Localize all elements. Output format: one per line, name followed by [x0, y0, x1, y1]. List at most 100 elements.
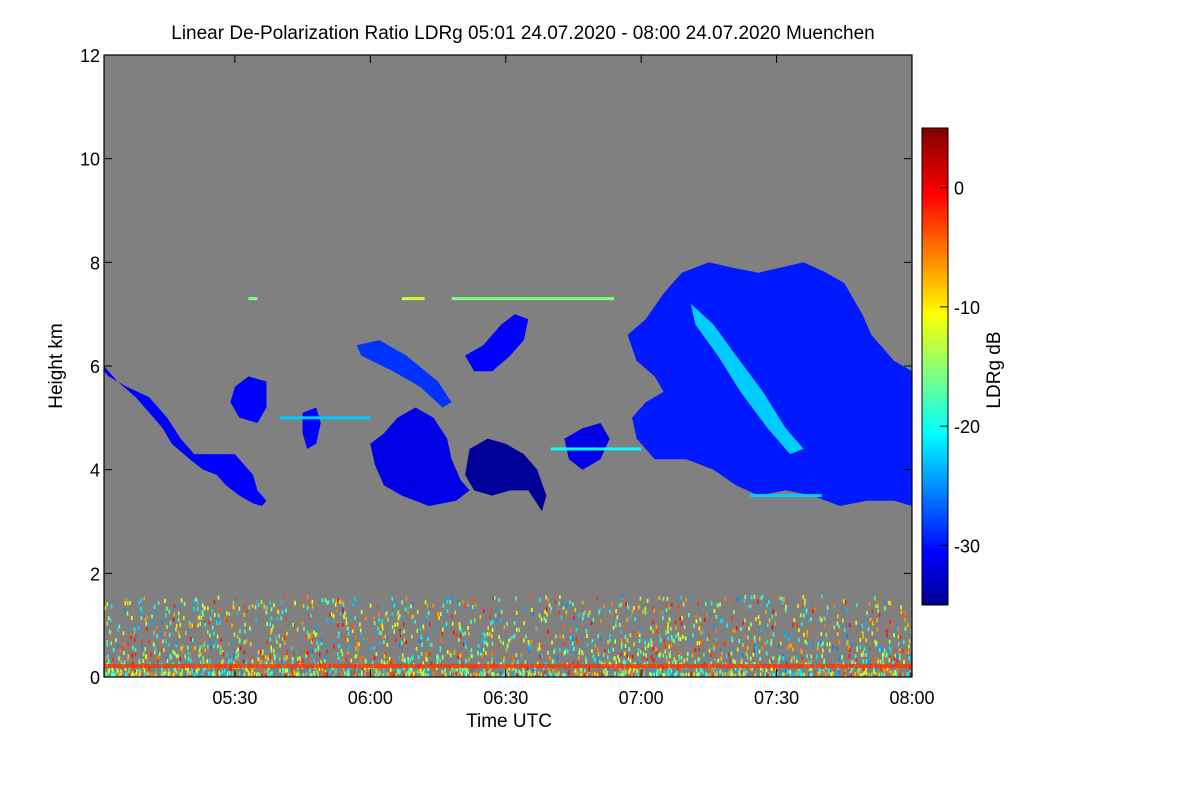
bl-pixel [611, 671, 614, 676]
bl-pixel [799, 666, 801, 671]
bl-pixel [403, 622, 405, 627]
bl-pixel [697, 657, 700, 662]
bl-pixel [219, 672, 221, 677]
bl-pixel [832, 603, 834, 607]
bl-pixel [486, 672, 488, 677]
bl-pixel [893, 633, 895, 637]
bl-pixel [356, 641, 359, 646]
colorbar-tick-label: -20 [954, 417, 980, 437]
bl-pixel [766, 639, 769, 644]
bl-pixel [515, 596, 517, 601]
bl-pixel [250, 670, 253, 675]
bl-pixel [321, 667, 324, 672]
bl-pixel [903, 672, 906, 676]
bl-pixel [863, 667, 865, 672]
bl-pixel [259, 659, 261, 664]
bl-pixel [224, 615, 227, 620]
bl-pixel [620, 630, 622, 635]
bl-pixel [886, 632, 888, 637]
bl-pixel [734, 660, 737, 665]
bl-pixel [247, 670, 250, 675]
bl-pixel [150, 652, 153, 657]
bl-pixel [788, 637, 790, 641]
bl-pixel [140, 606, 142, 611]
bl-pixel [620, 645, 623, 650]
bl-pixel [799, 613, 802, 618]
bl-pixel [712, 666, 715, 671]
bl-pixel [211, 609, 214, 614]
bl-pixel [532, 669, 534, 674]
bl-pixel [758, 636, 761, 641]
bl-pixel [422, 670, 425, 675]
bl-pixel [340, 644, 342, 649]
bl-pixel [320, 672, 323, 677]
bl-pixel [127, 657, 129, 661]
bl-pixel [750, 656, 752, 661]
bl-pixel [301, 621, 304, 626]
bl-pixel [690, 596, 693, 601]
bl-pixel [895, 672, 898, 677]
bl-pixel [201, 620, 203, 624]
bl-pixel [259, 650, 262, 655]
bl-pixel [859, 626, 862, 630]
bl-pixel [393, 661, 395, 666]
bl-pixel [243, 650, 246, 655]
bl-pixel [620, 639, 623, 644]
bl-pixel [219, 620, 221, 625]
bl-pixel [318, 666, 321, 671]
bl-pixel [543, 666, 545, 671]
bl-pixel [900, 610, 903, 615]
bl-pixel [443, 625, 445, 630]
bl-pixel [562, 605, 565, 610]
cloud-center-left [370, 407, 470, 506]
bl-pixel [284, 669, 287, 674]
bl-pixel [414, 619, 416, 624]
bl-pixel [165, 656, 168, 661]
bl-pixel [498, 641, 500, 646]
bl-pixel [889, 620, 892, 625]
bl-pixel [286, 668, 288, 673]
bl-pixel [610, 612, 613, 617]
bl-pixel [381, 618, 383, 623]
bl-pixel [586, 634, 588, 638]
bl-pixel [791, 644, 793, 649]
bl-pixel [687, 639, 689, 643]
bl-pixel [419, 627, 422, 632]
bl-pixel [459, 634, 462, 639]
bl-pixel [416, 628, 418, 633]
bl-pixel [695, 613, 697, 618]
bl-pixel [235, 655, 237, 660]
bl-pixel [669, 654, 671, 659]
bl-pixel [344, 671, 346, 676]
y-tick-label: 10 [80, 150, 100, 170]
bl-pixel [877, 644, 879, 649]
bl-pixel [402, 616, 404, 620]
bl-pixel [356, 601, 359, 605]
bl-pixel [213, 672, 215, 677]
bl-pixel [321, 598, 324, 603]
bl-pixel [450, 653, 452, 658]
bl-pixel [298, 668, 301, 673]
bl-pixel [880, 647, 883, 652]
bl-pixel [638, 630, 640, 635]
bl-pixel [823, 623, 826, 628]
bl-pixel [893, 655, 896, 660]
bl-pixel [215, 620, 218, 625]
bl-pixel [119, 648, 122, 653]
bl-pixel [871, 609, 874, 614]
bl-pixel [332, 598, 334, 603]
bl-pixel [270, 645, 272, 650]
bl-pixel [482, 654, 484, 659]
bl-pixel [910, 672, 912, 676]
bl-pixel [865, 670, 867, 675]
bl-pixel [802, 595, 805, 600]
bl-pixel [245, 669, 248, 674]
bl-pixel [736, 597, 739, 602]
bl-pixel [284, 655, 286, 660]
bl-pixel [908, 672, 911, 677]
bl-pixel [787, 670, 790, 674]
bl-pixel [572, 661, 574, 666]
bl-pixel [755, 617, 757, 621]
bl-pixel [326, 666, 329, 671]
bl-pixel [217, 613, 220, 618]
